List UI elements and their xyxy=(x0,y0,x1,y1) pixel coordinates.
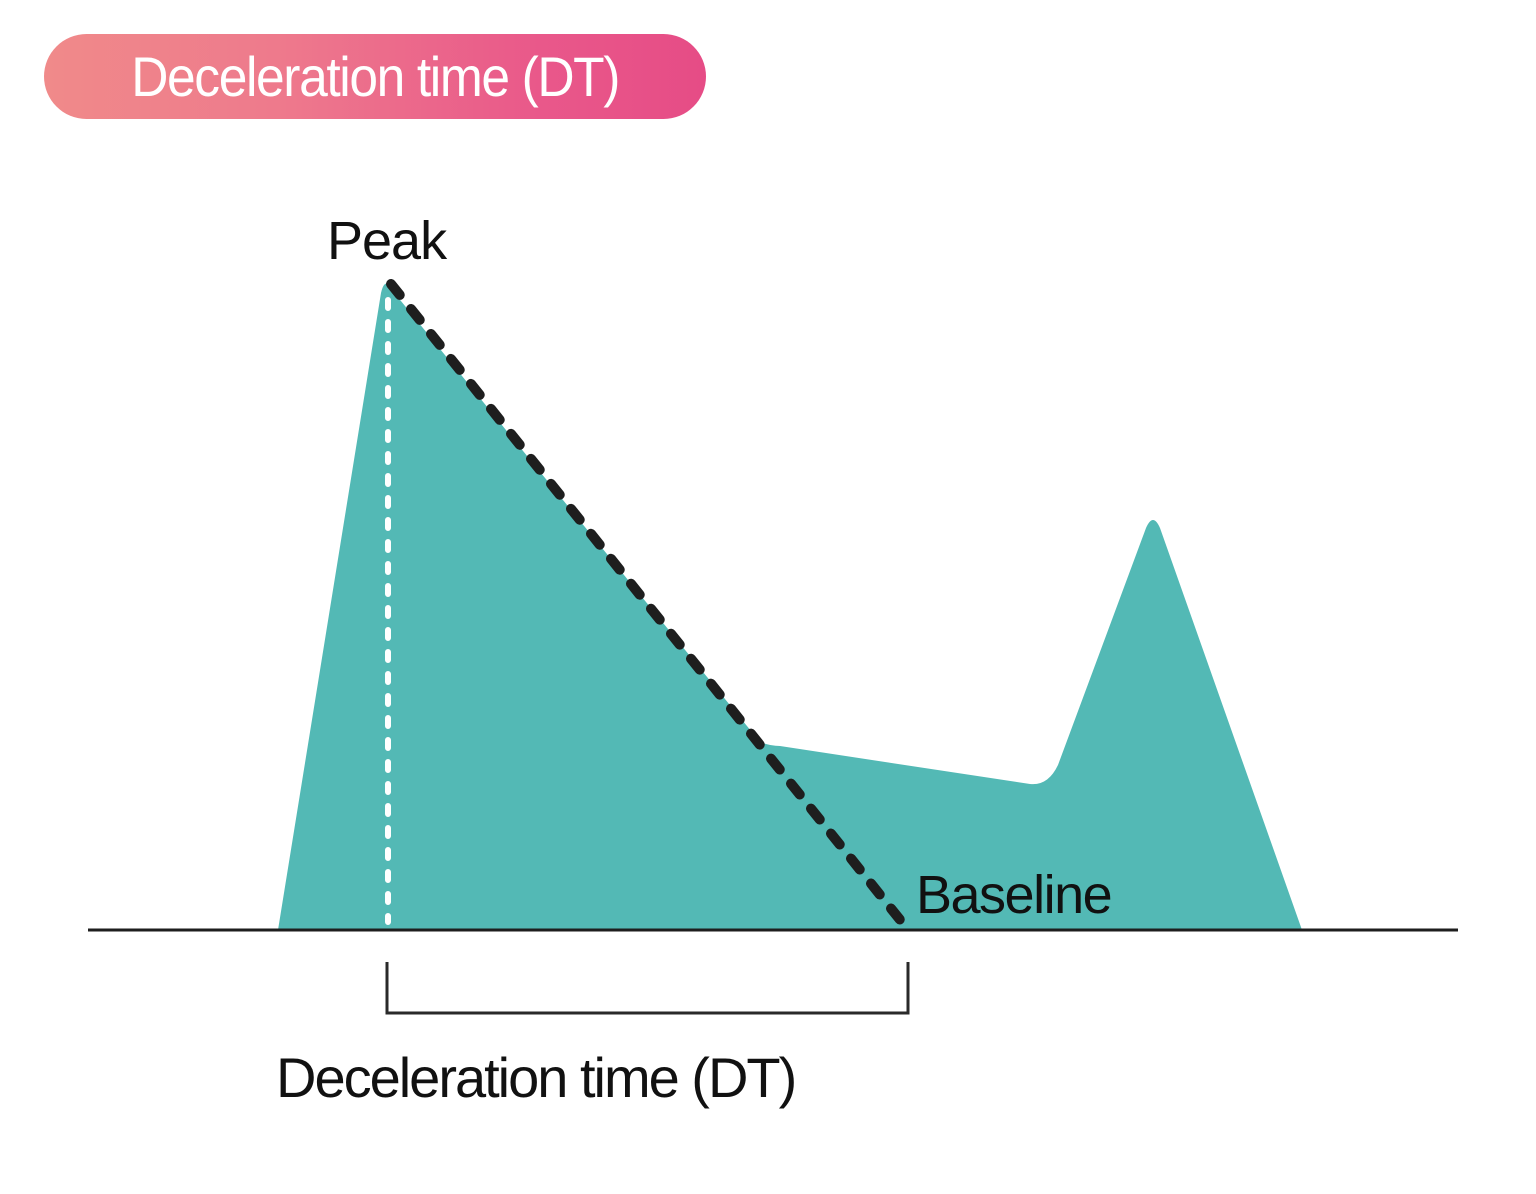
deceleration-time-label: Deceleration time (DT) xyxy=(276,1046,797,1109)
title-text: Deceleration time (DT) xyxy=(131,44,620,108)
title-badge: Deceleration time (DT) xyxy=(44,34,706,119)
peak-label: Peak xyxy=(327,211,447,271)
deceleration-slope-line xyxy=(386,279,910,931)
baseline-label: Baseline xyxy=(916,865,1113,925)
waveform-area xyxy=(278,283,1302,930)
dt-bracket xyxy=(385,962,910,1015)
